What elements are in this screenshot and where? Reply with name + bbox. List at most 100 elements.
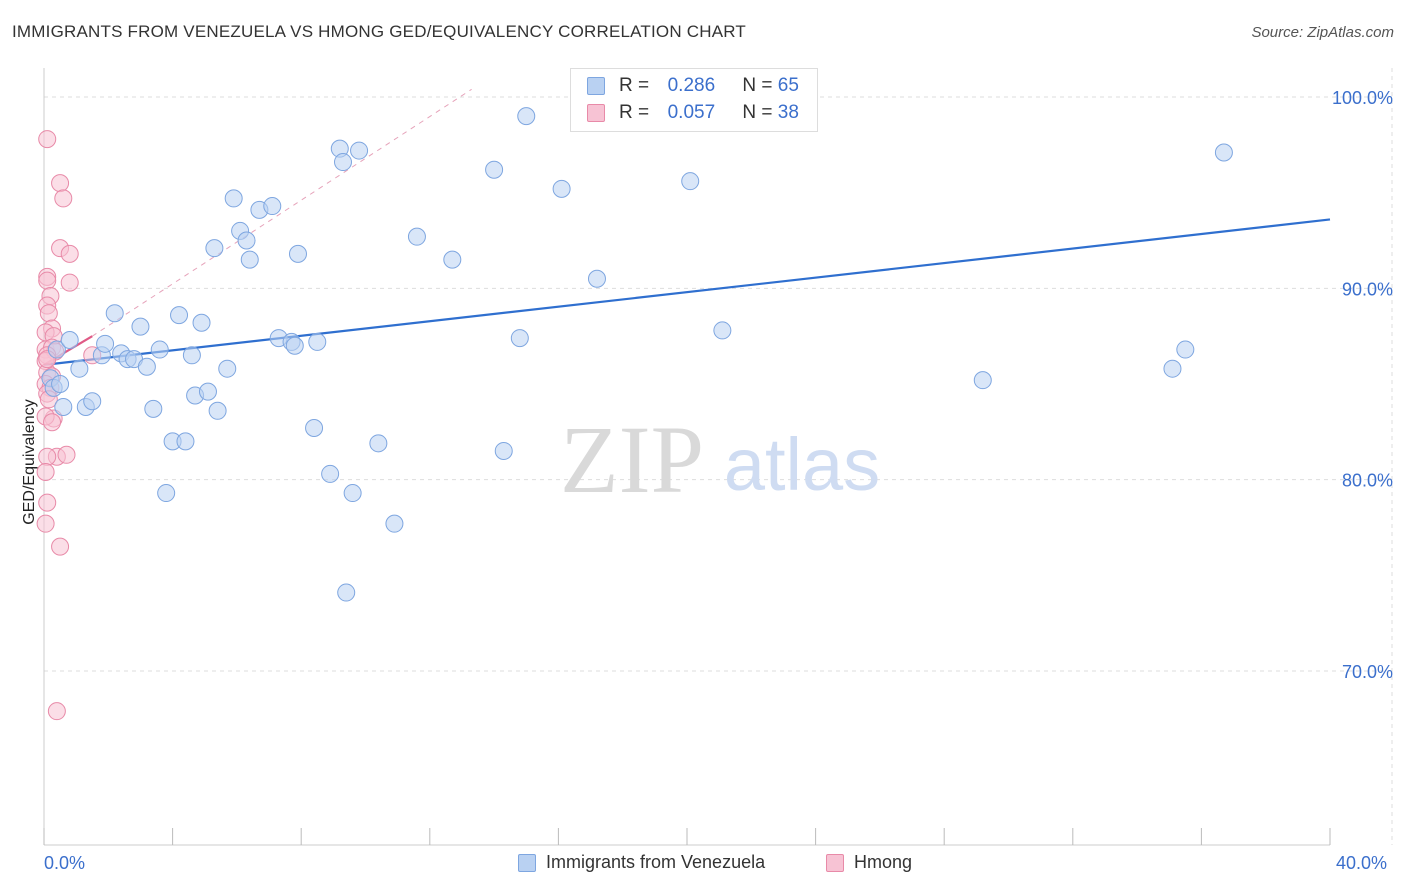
hmong-point: [54, 189, 73, 208]
x-tick-label-min: 0.0%: [44, 853, 86, 873]
venezuela-point: [713, 321, 732, 340]
r-value-venezuela: 0.286: [667, 75, 716, 96]
hmong-trend-extension: [91, 88, 472, 337]
y-tick-label: 100.0%: [1332, 88, 1393, 108]
venezuela-point: [70, 359, 89, 378]
venezuela-point: [54, 397, 73, 416]
legend-item-venezuela[interactable]: Immigrants from Venezuela: [518, 852, 765, 873]
hmong-point: [51, 537, 70, 556]
venezuela-point: [51, 375, 70, 393]
y-tick-labels: 70.0% 80.0% 90.0% 100.0%: [1332, 88, 1393, 682]
venezuela-point: [1163, 359, 1182, 378]
venezuela-point: [205, 239, 224, 258]
hmong-point: [38, 271, 57, 290]
venezuela-point: [240, 250, 259, 269]
venezuela-point: [198, 382, 217, 401]
hmong-point: [36, 514, 55, 533]
x-tick-label-max: 40.0%: [1336, 853, 1388, 873]
hmong-point: [57, 445, 76, 464]
venezuela-point: [288, 244, 307, 263]
venezuela-point: [182, 346, 201, 365]
legend-label-venezuela: Immigrants from Venezuela: [546, 852, 766, 872]
y-tick-label: 70.0%: [1342, 662, 1393, 682]
venezuela-point: [321, 464, 340, 483]
venezuela-point: [144, 399, 163, 418]
hmong-point: [38, 493, 57, 512]
venezuela-point: [170, 306, 189, 325]
hmong-point: [47, 702, 66, 721]
venezuela-point: [407, 227, 426, 246]
venezuela-point: [350, 141, 369, 160]
y-tick-label: 80.0%: [1342, 471, 1393, 491]
venezuela-point: [1214, 143, 1233, 162]
venezuela-point: [587, 269, 606, 288]
venezuela-point: [517, 107, 536, 126]
venezuela-point: [369, 434, 388, 453]
hmong-point: [51, 174, 70, 193]
venezuela-point: [96, 334, 115, 353]
venezuela-point: [131, 317, 150, 336]
axes: [43, 68, 1331, 846]
r-label: R =: [619, 102, 650, 123]
y-tick-label: 90.0%: [1342, 279, 1393, 299]
venezuela-point: [337, 583, 356, 602]
hmong-point: [38, 130, 57, 149]
legend-item-hmong[interactable]: Hmong: [826, 852, 912, 873]
venezuela-point: [973, 371, 992, 390]
venezuela-point: [494, 441, 513, 460]
venezuela-point: [237, 231, 256, 250]
source-label: Source: ZipAtlas.com: [1251, 24, 1394, 41]
swatch-venezuela: [587, 77, 605, 95]
venezuela-point: [224, 189, 243, 208]
n-label: N =: [742, 75, 773, 96]
hmong-point: [38, 447, 57, 466]
n-value-hmong: 38: [777, 102, 799, 123]
watermark: ZIP atlas: [560, 406, 880, 513]
n-label: N =: [742, 102, 773, 123]
n-value-venezuela: 65: [777, 75, 799, 96]
venezuela-point: [285, 336, 304, 355]
chart-title: IMMIGRANTS FROM VENEZUELA VS HMONG GED/E…: [12, 22, 746, 41]
venezuela-point: [105, 304, 124, 323]
venezuela-point: [305, 419, 324, 438]
venezuela-point: [137, 357, 156, 376]
legend-swatch-venezuela: [518, 853, 536, 872]
venezuela-point: [263, 197, 282, 216]
r-value-hmong: 0.057: [667, 102, 716, 123]
hmong-point: [60, 273, 79, 292]
venezuela-point: [60, 330, 79, 349]
venezuela-point: [83, 392, 102, 411]
venezuela-point: [218, 359, 237, 378]
venezuela-point: [681, 172, 700, 191]
venezuela-point: [150, 340, 169, 359]
stats-legend: R = 0.286 N = 65 R = 0.057 N = 38: [570, 68, 818, 132]
venezuela-point: [308, 332, 327, 351]
series-legend: Immigrants from Venezuela Hmong: [0, 852, 1406, 878]
venezuela-trend-line: [43, 218, 1331, 366]
venezuela-point: [485, 160, 504, 179]
venezuela-point: [552, 179, 571, 198]
legend-swatch-hmong: [826, 853, 844, 872]
legend-label-hmong: Hmong: [854, 852, 913, 872]
hmong-point: [39, 304, 58, 323]
watermark-zip: ZIP: [560, 406, 704, 513]
swatch-hmong: [587, 104, 605, 122]
stats-row-hmong: R = 0.057 N = 38: [587, 100, 799, 126]
venezuela-point: [1176, 340, 1195, 359]
venezuela-point: [510, 329, 529, 348]
grid-lines: [44, 68, 1393, 845]
venezuela-point: [176, 432, 195, 451]
venezuela-point: [157, 484, 176, 503]
hmong-point: [43, 413, 62, 432]
venezuela-point: [385, 514, 404, 533]
hmong-point: [36, 463, 55, 482]
watermark-atlas: atlas: [724, 423, 880, 506]
venezuela-point: [192, 313, 211, 332]
data-points: [36, 88, 1233, 721]
venezuela-point: [343, 484, 362, 503]
venezuela-point: [208, 401, 227, 420]
hmong-point: [60, 244, 79, 263]
y-axis-title: GED/Equivalency: [21, 399, 38, 525]
venezuela-point: [443, 250, 462, 269]
